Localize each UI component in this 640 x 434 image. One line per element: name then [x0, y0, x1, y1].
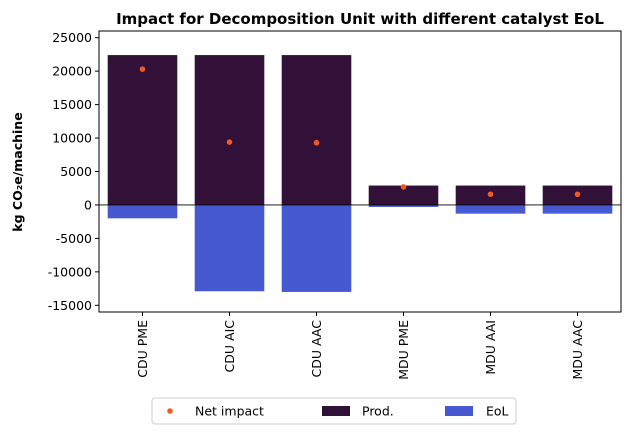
x-tick-label-2: CDU AAC — [309, 320, 324, 378]
y-tick-label-7: 20000 — [52, 64, 92, 79]
x-tick-label-0: CDU PME — [135, 320, 150, 378]
x-tick-label-4: MDU AAI — [483, 320, 498, 375]
net-impact-point-4 — [487, 191, 494, 198]
plot-frame — [98, 30, 622, 313]
legend-marker-net-impact — [167, 408, 173, 414]
y-axis: -15000 -10000 -5000 0 5000 10000 15000 20000 250… — [48, 30, 99, 313]
net-impact-point-2 — [313, 139, 320, 146]
y-tick-label-1: -10000 — [48, 264, 92, 279]
legend-label-eol: EoL — [486, 404, 509, 419]
legend: Net impact Prod. EoL — [151, 397, 517, 425]
net-impact-point-5 — [574, 191, 581, 198]
legend-swatch-eol — [445, 406, 473, 416]
y-tick-label-2: -5000 — [56, 231, 92, 246]
net-impact-point-1 — [226, 139, 233, 145]
x-tick-label-5: MDU AAC — [570, 320, 585, 380]
chart-title: Impact for Decomposition Unit with diffe… — [116, 10, 604, 28]
bar-eol-4 — [455, 204, 526, 214]
y-tick-label-5: 10000 — [52, 131, 92, 146]
bar-eol-1 — [194, 204, 265, 292]
x-tick-label-3: MDU PME — [396, 320, 411, 380]
bar-prod-2 — [281, 55, 352, 205]
plot-area — [98, 30, 622, 313]
y-axis-label: kg CO₂e/machine — [10, 112, 25, 231]
bar-eol-2 — [281, 204, 352, 292]
y-tick-label-4: 5000 — [60, 164, 92, 179]
y-tick-label-6: 15000 — [52, 97, 92, 112]
x-tick-label-1: CDU AIC — [222, 320, 237, 373]
bar-prod-0 — [107, 55, 178, 205]
bar-eol-0 — [107, 204, 178, 219]
net-impact-point-0 — [139, 66, 146, 72]
legend-label-net-impact: Net impact — [195, 404, 264, 419]
y-tick-label-8: 25000 — [52, 30, 92, 45]
y-tick-label-0: -15000 — [48, 298, 92, 313]
bar-prod-1 — [194, 55, 265, 205]
net-impact-point-3 — [400, 184, 407, 190]
x-axis: CDU PME CDU AIC CDU AAC MDU PME MDU AAI MDU A… — [135, 312, 585, 380]
bar-eol-5 — [542, 204, 613, 214]
legend-label-prod: Prod. — [362, 404, 394, 419]
bar-prod-3 — [368, 185, 439, 205]
bar-eol-3 — [368, 204, 439, 207]
legend-swatch-prod — [322, 406, 350, 416]
y-tick-label-3: 0 — [84, 197, 92, 212]
